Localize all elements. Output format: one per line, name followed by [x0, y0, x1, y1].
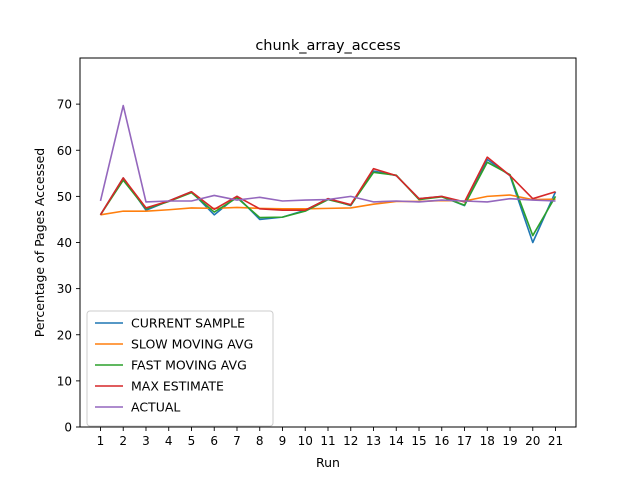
- series-line-2: [100, 194, 556, 216]
- x-tick-label: 8: [256, 434, 264, 448]
- x-axis: 1 2 3 4 5 6 7 8 9 10 11 12 13 14 15 16 17 18 19 20 21: [97, 427, 563, 448]
- x-tick-label: 9: [279, 434, 287, 448]
- y-tick-label: 70: [57, 98, 72, 112]
- y-tick-label: 60: [57, 144, 72, 158]
- series-line-5: [99, 104, 556, 203]
- x-tick-label: 1: [97, 434, 105, 448]
- x-tick-label: 4: [165, 434, 173, 448]
- x-tick-label: 11: [320, 434, 335, 448]
- x-tick-label: 5: [188, 434, 196, 448]
- legend-label: CURRENT SAMPLE: [131, 316, 245, 331]
- y-tick-label: 40: [57, 236, 72, 250]
- y-tick-label: 10: [57, 374, 72, 388]
- x-tick-label: 16: [434, 434, 449, 448]
- legend-label: ACTUAL: [131, 400, 180, 415]
- x-tick-label: 15: [411, 434, 426, 448]
- y-tick-label: 20: [57, 328, 72, 342]
- y-axis-label: Percentage of Pages Accessed: [32, 148, 47, 337]
- legend-label: MAX ESTIMATE: [131, 379, 224, 394]
- series-lines: [99, 104, 557, 244]
- x-tick-label: 20: [525, 434, 540, 448]
- chart-title: chunk_array_access: [255, 38, 400, 54]
- x-tick-label: 12: [343, 434, 358, 448]
- y-tick-label: 50: [57, 190, 72, 204]
- x-axis-label: Run: [316, 455, 340, 470]
- legend: CURRENT SAMPLE SLOW MOVING AVG FAST MOVING…: [86, 310, 274, 427]
- x-tick-label: 3: [142, 434, 150, 448]
- y-tick-label: 0: [64, 421, 72, 435]
- x-tick-label: 17: [457, 434, 472, 448]
- x-tick-label: 6: [210, 434, 218, 448]
- x-tick-label: 13: [366, 434, 381, 448]
- x-tick-label: 21: [548, 434, 563, 448]
- y-tick-label: 30: [57, 282, 72, 296]
- x-tick-label: 10: [298, 434, 313, 448]
- legend-label: FAST MOVING AVG: [131, 358, 247, 373]
- x-tick-label: 2: [119, 434, 127, 448]
- x-tick-label: 18: [480, 434, 495, 448]
- legend-box: [86, 310, 274, 427]
- legend-label: SLOW MOVING AVG: [131, 337, 253, 352]
- x-tick-label: 7: [233, 434, 241, 448]
- y-axis: 0 10 20 30 40 50 60 70: [57, 98, 80, 435]
- series-line-4: [99, 156, 556, 216]
- x-tick-label: 14: [389, 434, 404, 448]
- x-tick-label: 19: [502, 434, 517, 448]
